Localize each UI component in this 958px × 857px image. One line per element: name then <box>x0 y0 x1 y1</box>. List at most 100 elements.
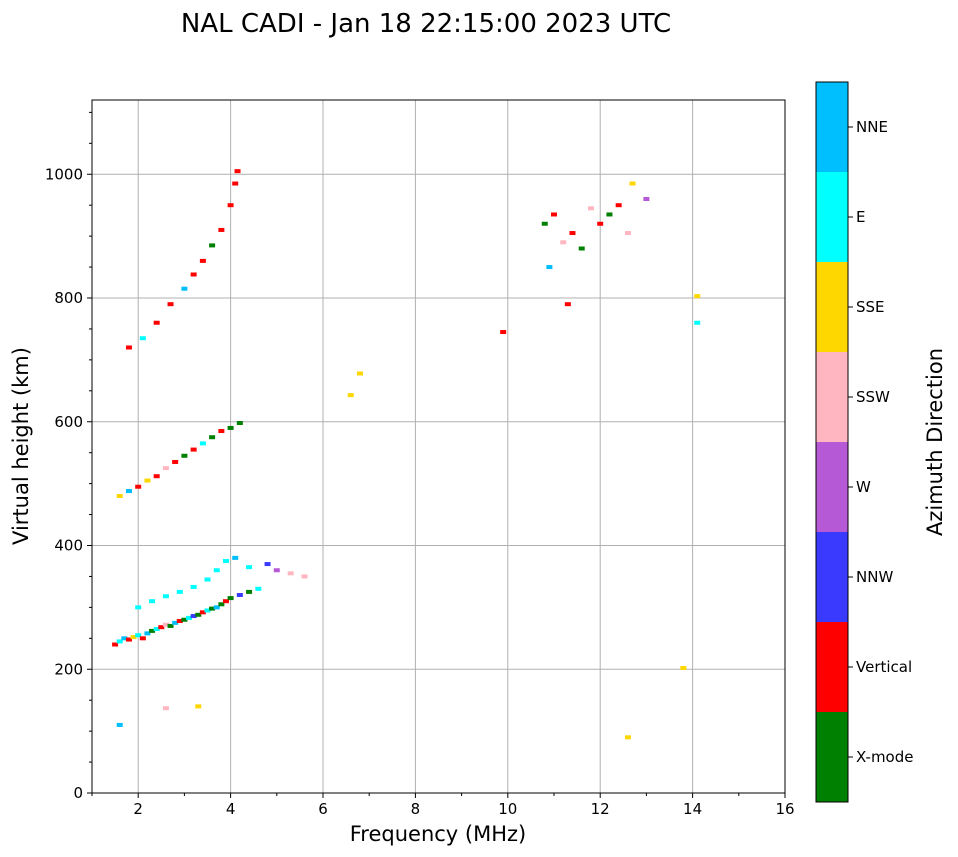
y-tick-label: 400 <box>54 537 83 555</box>
colorbar-segment <box>816 712 848 802</box>
x-tick-label: 12 <box>591 800 610 818</box>
echo-mark <box>149 599 156 604</box>
echo-mark <box>218 429 225 434</box>
echo-mark <box>195 704 202 709</box>
echo-mark <box>125 637 132 642</box>
echo-mark <box>135 605 142 610</box>
x-tick-label: 16 <box>775 800 794 818</box>
echo-mark <box>264 562 271 567</box>
echo-mark <box>218 227 225 232</box>
y-tick-label: 600 <box>54 413 83 431</box>
echo-mark <box>236 420 243 425</box>
x-axis-label: Frequency (MHz) <box>350 822 526 846</box>
colorbar: X-mode Vertical NNW W SSW SSE E NNE <box>815 81 913 803</box>
echo-mark <box>564 302 571 307</box>
echo-mark <box>560 240 567 245</box>
echo-mark <box>199 258 206 263</box>
echo-mark <box>162 594 169 599</box>
echo-mark <box>135 484 142 489</box>
echo-mark <box>227 596 234 601</box>
echo-mark <box>246 589 253 594</box>
colorbar-category-label: NNW <box>856 568 893 586</box>
colorbar-category-label: NNE <box>856 118 888 136</box>
echo-mark <box>204 608 211 613</box>
colorbar-category-label: SSE <box>856 298 885 316</box>
colorbar-category-label: X-mode <box>856 748 913 766</box>
echo-mark <box>144 478 151 483</box>
echo-mark <box>162 466 169 471</box>
y-axis-label: Virtual height (km) <box>9 347 33 545</box>
echo-mark <box>144 631 151 636</box>
echo-mark <box>167 623 174 628</box>
colorbar-segment <box>816 442 848 532</box>
echo-mark <box>624 735 631 740</box>
echo-mark <box>209 435 216 440</box>
colorbar-category-label: Vertical <box>856 658 912 676</box>
echo-mark <box>176 618 183 623</box>
echo-mark <box>167 302 174 307</box>
echo-mark <box>116 722 123 727</box>
plot-frame <box>91 99 786 794</box>
echo-mark <box>190 272 197 277</box>
colorbar-category-label: SSW <box>856 388 890 406</box>
echo-mark <box>227 203 234 208</box>
echo-mark <box>181 286 188 291</box>
echo-mark <box>176 589 183 594</box>
colorbar-segment <box>816 622 848 712</box>
colorbar-segment <box>816 262 848 352</box>
colorbar-segment <box>816 82 848 172</box>
x-tick-label: 10 <box>498 800 517 818</box>
echo-marks <box>112 169 701 740</box>
echo-mark <box>615 203 622 208</box>
echo-mark <box>135 633 142 638</box>
y-tick-label: 1000 <box>45 165 83 183</box>
echo-mark <box>139 636 146 641</box>
echo-mark <box>234 169 241 174</box>
echo-mark <box>541 221 548 226</box>
echo-mark <box>190 447 197 452</box>
colorbar-label: Azimuth Direction <box>923 348 947 536</box>
echo-mark <box>149 628 156 633</box>
axis-ticks: 2 4 6 8 10 12 14 16 0 200 400 600 800 1000 <box>45 111 795 818</box>
echo-mark <box>199 441 206 446</box>
echo-mark <box>199 610 206 615</box>
echo-mark <box>232 181 239 186</box>
echo-mark <box>246 565 253 570</box>
echo-mark <box>232 555 239 560</box>
echo-mark <box>158 625 165 630</box>
echo-mark <box>121 636 128 641</box>
x-tick-label: 14 <box>683 800 702 818</box>
grid-lines <box>92 100 786 794</box>
chart-title: NAL CADI - Jan 18 22:15:00 2023 UTC <box>181 9 671 39</box>
echo-mark <box>606 212 613 217</box>
echo-mark <box>172 459 179 464</box>
echo-mark <box>597 221 604 226</box>
echo-mark <box>130 635 137 640</box>
echo-mark <box>222 599 229 604</box>
colorbar-segment <box>816 172 848 262</box>
echo-mark <box>209 606 216 611</box>
echo-mark <box>162 706 169 711</box>
echo-mark <box>204 577 211 582</box>
echo-mark <box>181 453 188 458</box>
echo-mark <box>236 593 243 597</box>
echo-mark <box>153 474 160 479</box>
echo-mark <box>347 393 354 398</box>
echo-mark <box>186 615 193 620</box>
echo-mark <box>190 584 197 589</box>
echo-mark <box>112 642 119 647</box>
x-tick-label: 2 <box>133 800 143 818</box>
echo-mark <box>578 246 585 251</box>
x-tick-label: 6 <box>318 800 328 818</box>
echo-mark <box>195 612 202 617</box>
colorbar-segment <box>816 532 848 622</box>
colorbar-category-label: E <box>856 208 865 226</box>
echo-mark <box>153 627 160 632</box>
x-tick-label: 8 <box>411 800 421 818</box>
colorbar-category-label: W <box>856 478 871 496</box>
echo-mark <box>139 336 146 341</box>
echo-mark <box>213 568 220 573</box>
echo-mark <box>125 489 132 494</box>
echo-mark <box>301 574 308 579</box>
